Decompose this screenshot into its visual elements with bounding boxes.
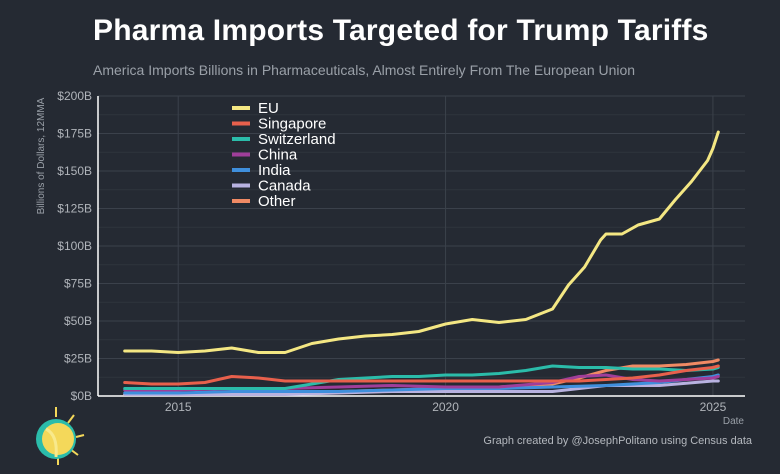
y-tick-label: $50B	[64, 314, 92, 328]
y-axis-title: Billions of Dollars, 12MMA	[36, 97, 47, 214]
series-line-singapore	[123, 364, 720, 386]
x-tick-label: 2025	[700, 400, 727, 414]
series-line-eu	[123, 130, 720, 354]
y-tick-label: $200B	[57, 89, 92, 103]
series-line-canada	[123, 379, 720, 396]
x-tick-label: 2015	[165, 400, 192, 414]
y-tick-label: $25B	[64, 352, 92, 366]
legend-label-singapore: Singapore	[258, 116, 326, 133]
x-tick-label: 2020	[432, 400, 459, 414]
legend-label-china: China	[258, 147, 298, 164]
y-tick-label: $150B	[57, 164, 92, 178]
y-tick-label: $125B	[57, 202, 92, 216]
y-tick-label: $175B	[57, 127, 92, 141]
x-axis-title: Date	[723, 416, 745, 427]
sun-logo	[26, 405, 98, 474]
credit-text: Graph created by @JosephPolitano using C…	[483, 435, 752, 447]
chart-title: Pharma Imports Targeted for Trump Tariff…	[93, 14, 709, 47]
y-tick-label: $75B	[64, 277, 92, 291]
legend-label-other: Other	[258, 193, 296, 210]
legend-label-eu: EU	[258, 100, 279, 117]
y-tick-label: $100B	[57, 239, 92, 253]
legend-label-canada: Canada	[258, 178, 311, 195]
legend-label-switzerland: Switzerland	[258, 131, 336, 148]
legend-label-india: India	[258, 162, 291, 179]
y-tick-label: $0B	[71, 389, 92, 403]
series-line-switzerland	[123, 364, 720, 390]
chart-subtitle: America Imports Billions in Pharmaceutic…	[93, 62, 636, 78]
